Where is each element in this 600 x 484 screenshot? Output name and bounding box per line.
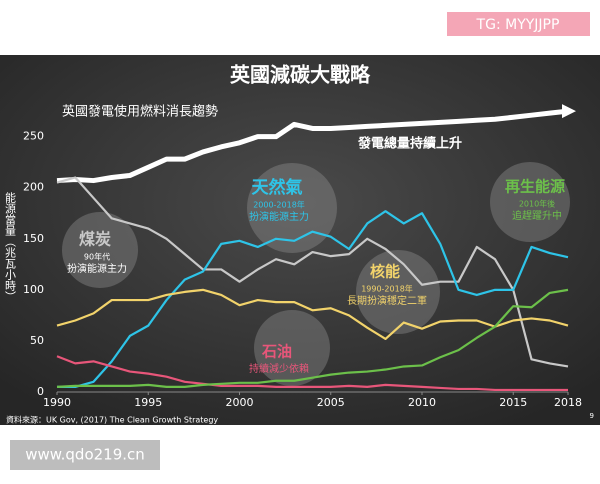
series-label: 再生能源 (505, 178, 565, 196)
series-note: 持續減少依賴 (249, 362, 309, 375)
x-tick-label: 2000 (226, 396, 254, 409)
tag-box (447, 12, 590, 36)
annotation-circle (247, 163, 337, 253)
x-tick-label: 2010 (408, 396, 436, 409)
page-number: 9 (590, 412, 594, 420)
x-tick-label: 2005 (317, 396, 345, 409)
source: 資料來源：UK Gov, (2017) The Clean Growth Str… (6, 415, 218, 425)
arrow-head (562, 104, 576, 119)
series-note: 長期扮演穩定二軍 (347, 294, 427, 307)
series-note: 追趕躍升中 (512, 209, 562, 222)
series-note: 1990-2018年 (361, 284, 413, 294)
series-label: 煤炭 (79, 230, 111, 249)
annotation-circle (62, 212, 138, 288)
series-note: 2000-2018年 (253, 200, 305, 210)
watermark: www.qdo219.cn (25, 446, 145, 464)
line (56, 288, 569, 388)
line (56, 288, 569, 340)
series-note: 90年代 (84, 252, 110, 262)
line (56, 108, 569, 184)
y-tick-label: 250 (23, 130, 44, 143)
series-note: 2010年後 (519, 199, 555, 209)
chart-title: 英國減碳大戰略 (230, 63, 371, 87)
series-label: 發電總量持續上升 (357, 136, 462, 152)
line (57, 210, 569, 388)
series-note: 扮演能源主力 (67, 262, 127, 275)
annotation-circle (356, 250, 440, 334)
line (56, 176, 569, 368)
x-tick-label: 2015 (499, 396, 527, 409)
subtitle: 英國發電使用燃料消長趨勢 (62, 104, 218, 120)
annotation-circle (254, 310, 330, 386)
series-note: 扮演能源主力 (249, 210, 309, 223)
y-tick-label: 150 (23, 232, 44, 245)
y-tick-label: 50 (30, 334, 44, 347)
annotation-circle (490, 162, 570, 242)
x-tick-label: 1995 (134, 396, 162, 409)
y-tick-label: 100 (23, 283, 44, 296)
line (56, 355, 568, 392)
y-tick-label: 0 (37, 385, 44, 398)
series-label: 石油 (261, 343, 292, 361)
x-tick-label: 2018 (554, 396, 582, 409)
series-label: 核能 (370, 263, 400, 281)
x-tick-label: 1990 (43, 396, 71, 409)
watermark-box (10, 440, 160, 470)
y-tick-label: 200 (23, 181, 44, 194)
y-axis-label: 能源當量（兆瓦小時） (4, 191, 17, 302)
tag: TG: MYYJJPP (476, 17, 560, 33)
series-label: 天然氣 (252, 177, 303, 198)
